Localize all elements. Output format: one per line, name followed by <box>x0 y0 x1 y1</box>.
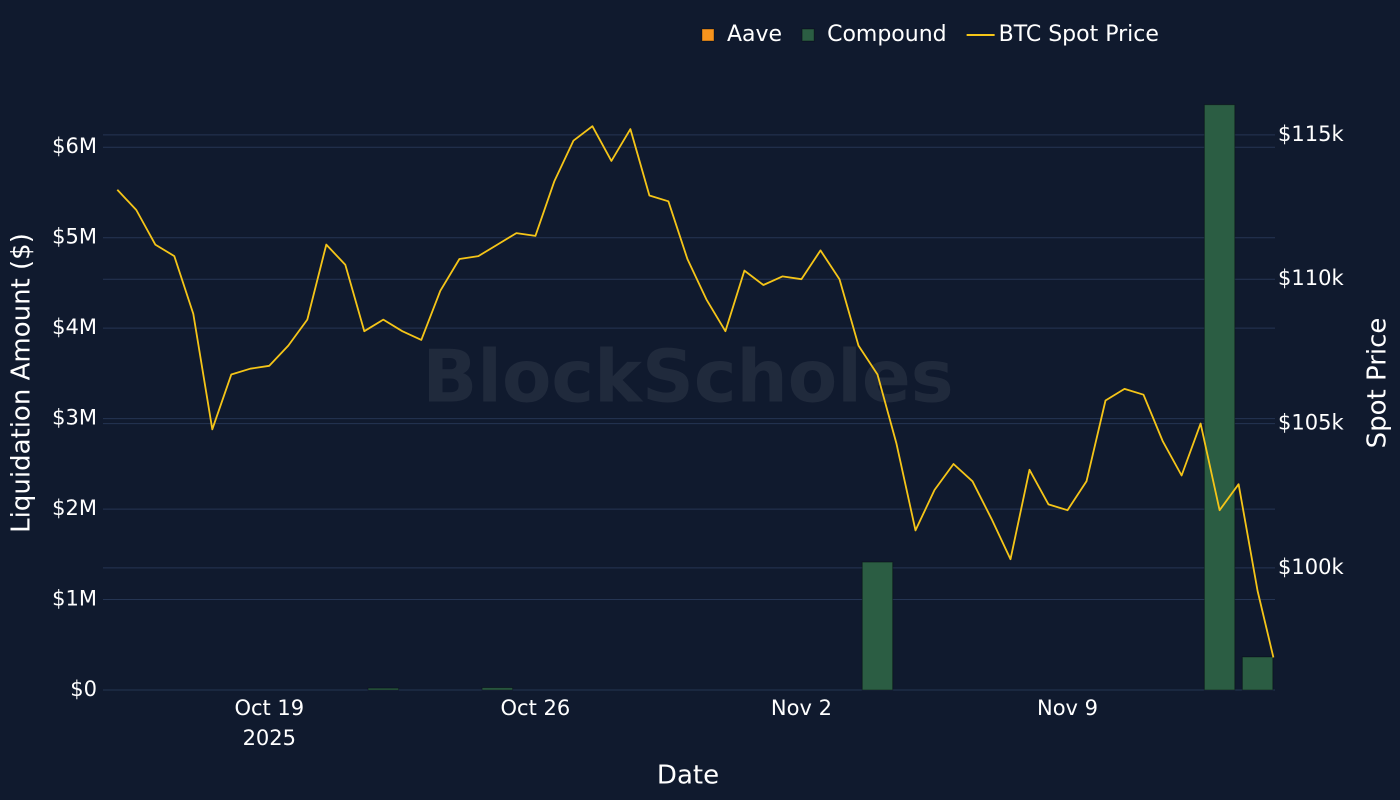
grid <box>103 134 1275 691</box>
y-tick-label: $6M <box>52 134 97 158</box>
y-tick-label: $4M <box>52 315 97 339</box>
x-tick-year: 2025 <box>243 726 296 750</box>
bar <box>481 687 514 691</box>
bar <box>367 687 400 691</box>
y-tick-label: $3M <box>52 406 97 430</box>
x-tick-label: Oct 19 <box>234 696 304 720</box>
y2-axis-title: Spot Price <box>1363 318 1393 449</box>
legend-swatch <box>801 28 815 42</box>
bar <box>1203 104 1236 691</box>
x-tick-label: Nov 2 <box>771 696 832 720</box>
x-tick-label: Nov 9 <box>1037 696 1098 720</box>
y-tick-label: $5M <box>52 225 97 249</box>
legend-label: Compound <box>827 22 947 47</box>
watermark: BlockScholes <box>422 335 953 419</box>
legend-label: Aave <box>727 22 782 47</box>
y-tick-label: $0 <box>70 677 97 701</box>
y2-tick-label: $110k <box>1278 266 1344 290</box>
y-tick-label: $2M <box>52 496 97 520</box>
bar <box>1241 656 1274 691</box>
legend-swatch <box>701 28 715 42</box>
y-axis-title: Liquidation Amount ($) <box>7 233 37 533</box>
y2-tick-label: $105k <box>1278 411 1344 435</box>
y2-tick-label: $115k <box>1278 122 1344 146</box>
y2-tick-label: $100k <box>1278 555 1344 579</box>
x-axis-title: Date <box>657 761 719 791</box>
y-tick-label: $1M <box>52 587 97 611</box>
x-tick-label: Oct 26 <box>501 696 571 720</box>
legend-label: BTC Spot Price <box>999 22 1159 47</box>
bar <box>861 561 894 691</box>
line <box>116 125 1275 658</box>
